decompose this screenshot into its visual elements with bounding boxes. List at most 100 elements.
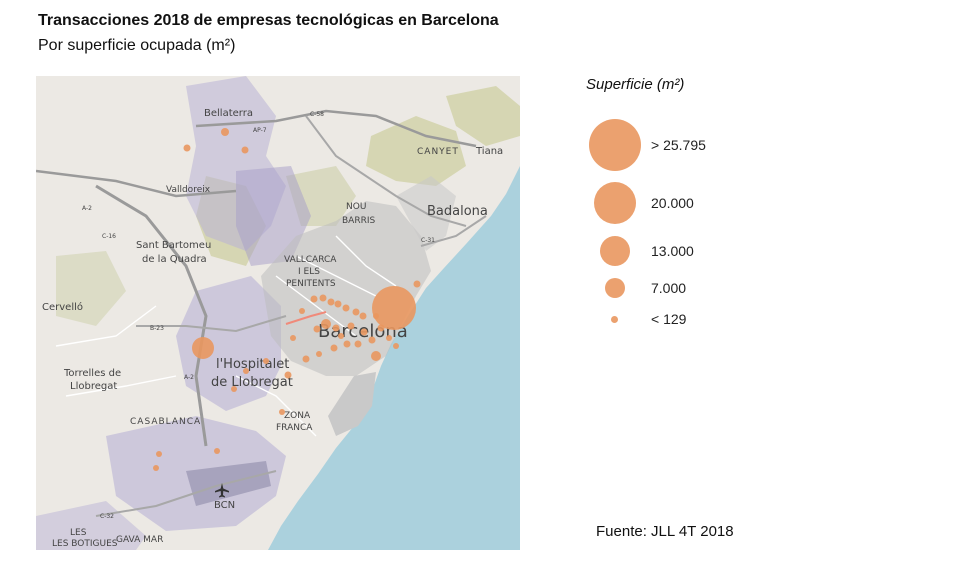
- bubble[interactable]: [327, 298, 335, 306]
- legend-circle-3: [600, 236, 630, 266]
- bubble[interactable]: [302, 355, 310, 363]
- label-a2-bottom: A-2: [184, 374, 194, 381]
- bubble[interactable]: [313, 325, 321, 333]
- bubble[interactable]: [156, 451, 162, 457]
- label-bcn: BCN: [214, 500, 235, 511]
- label-c58: C-58: [310, 111, 324, 118]
- bubble[interactable]: [290, 335, 296, 341]
- legend-label-5: < 129: [651, 311, 687, 327]
- label-tiana: Tiana: [475, 146, 503, 157]
- bubble[interactable]: [359, 312, 367, 320]
- highway-c58: [305, 115, 467, 227]
- label-vallcarca-2: I ELS: [298, 267, 320, 277]
- bubble[interactable]: [321, 319, 331, 329]
- label-bellaterra: Bellaterra: [204, 108, 253, 119]
- legend-title: Superficie (m²): [586, 76, 685, 93]
- bubbles: [153, 128, 421, 471]
- label-casablanca: CASABLANCA: [130, 417, 201, 427]
- bubble[interactable]: [342, 304, 350, 312]
- bubble[interactable]: [377, 324, 385, 332]
- highway-ap7: [195, 109, 477, 148]
- bubble[interactable]: [413, 280, 421, 288]
- bubble[interactable]: [343, 340, 351, 348]
- bubble[interactable]: [371, 351, 381, 361]
- bubble[interactable]: [241, 146, 249, 154]
- bubble[interactable]: [393, 343, 399, 349]
- bubble[interactable]: [279, 409, 285, 415]
- legend-circle-5: [611, 316, 618, 323]
- bubble[interactable]: [316, 351, 322, 357]
- bubble[interactable]: [347, 322, 355, 330]
- label-nou: NOU: [346, 202, 366, 212]
- highway-a2: [95, 184, 208, 447]
- bubble[interactable]: [354, 340, 362, 348]
- sea: [268, 166, 520, 550]
- map-canvas: Bellaterra AP-7 C-58 CANYET Tiana Valldo…: [36, 76, 520, 550]
- bubble[interactable]: [299, 308, 305, 314]
- bubble[interactable]: [310, 295, 318, 303]
- bubble[interactable]: [263, 358, 269, 364]
- label-c31: C-31: [421, 237, 435, 244]
- bubble[interactable]: [352, 308, 360, 316]
- label-valldoreix: Valldoreix: [166, 185, 211, 195]
- bubble[interactable]: [243, 368, 249, 374]
- legend-circle-2: [594, 182, 636, 224]
- label-sant-bartomeu-1: Sant Bartomeu: [136, 240, 211, 251]
- label-cervello: Cervelló: [42, 301, 83, 313]
- bubble[interactable]: [192, 337, 214, 359]
- map[interactable]: Bellaterra AP-7 C-58 CANYET Tiana Valldo…: [36, 76, 520, 550]
- label-canyet: CANYET: [417, 147, 459, 157]
- label-b23: B-23: [150, 325, 164, 332]
- legend-label-2: 20.000: [651, 195, 694, 211]
- legend-label-3: 13.000: [651, 243, 694, 259]
- park-1: [366, 116, 466, 186]
- avinguda-diagonal: [285, 311, 327, 325]
- bubble[interactable]: [231, 386, 237, 392]
- label-zona-franca-2: FRANCA: [276, 423, 313, 433]
- park-5: [56, 251, 126, 326]
- legend-label-4: 7.000: [651, 280, 687, 296]
- label-badalona: Badalona: [427, 204, 488, 219]
- city-barcelona: [261, 201, 431, 376]
- park-2: [446, 86, 520, 146]
- bubble[interactable]: [214, 448, 220, 454]
- label-les-botigues: LES BOTIGUES: [52, 539, 118, 549]
- highway-c32: [95, 470, 277, 517]
- airplane-icon: [215, 483, 229, 498]
- chart-subtitle: Por superficie ocupada (m²): [38, 37, 236, 54]
- bubble[interactable]: [183, 144, 191, 152]
- chart-title: Transacciones 2018 de empresas tecnológi…: [38, 12, 499, 29]
- label-ap7: AP-7: [253, 127, 267, 134]
- bubble[interactable]: [386, 335, 392, 341]
- legend-circle-1: [589, 119, 641, 171]
- source-note: Fuente: JLL 4T 2018: [596, 523, 734, 540]
- bubble[interactable]: [373, 313, 379, 319]
- label-zona-franca-1: ZONA: [284, 411, 311, 421]
- legend-label-1: > 25.795: [651, 137, 706, 153]
- bubble[interactable]: [368, 336, 376, 344]
- bubble[interactable]: [334, 300, 342, 308]
- label-hospitalet-2: de Llobregat: [211, 375, 293, 390]
- label-torrelles-1: Torrelles de: [63, 368, 121, 379]
- highway-b23: [136, 315, 287, 333]
- bubble[interactable]: [319, 294, 327, 302]
- label-c32: C-32: [100, 513, 114, 520]
- bubble[interactable]: [330, 344, 338, 352]
- label-a2-top: A-2: [82, 205, 92, 212]
- label-les: LES: [70, 528, 87, 538]
- bubble[interactable]: [332, 324, 340, 332]
- highway-c31: [420, 215, 487, 247]
- label-hospitalet-1: l'Hospitalet: [216, 357, 289, 372]
- bubble[interactable]: [372, 286, 416, 330]
- bubble[interactable]: [338, 333, 344, 339]
- bubble[interactable]: [221, 128, 229, 136]
- bubble[interactable]: [360, 328, 368, 336]
- bubble[interactable]: [153, 465, 159, 471]
- label-gava-mar: GAVA MAR: [116, 535, 163, 545]
- label-vallcarca-3: PENITENTS: [286, 279, 336, 289]
- local-roads: [55, 235, 397, 437]
- label-vallcarca-1: VALLCARCA: [284, 255, 337, 265]
- highway-c16: [36, 169, 237, 198]
- label-torrelles-2: Llobregat: [70, 381, 117, 392]
- bubble[interactable]: [284, 371, 292, 379]
